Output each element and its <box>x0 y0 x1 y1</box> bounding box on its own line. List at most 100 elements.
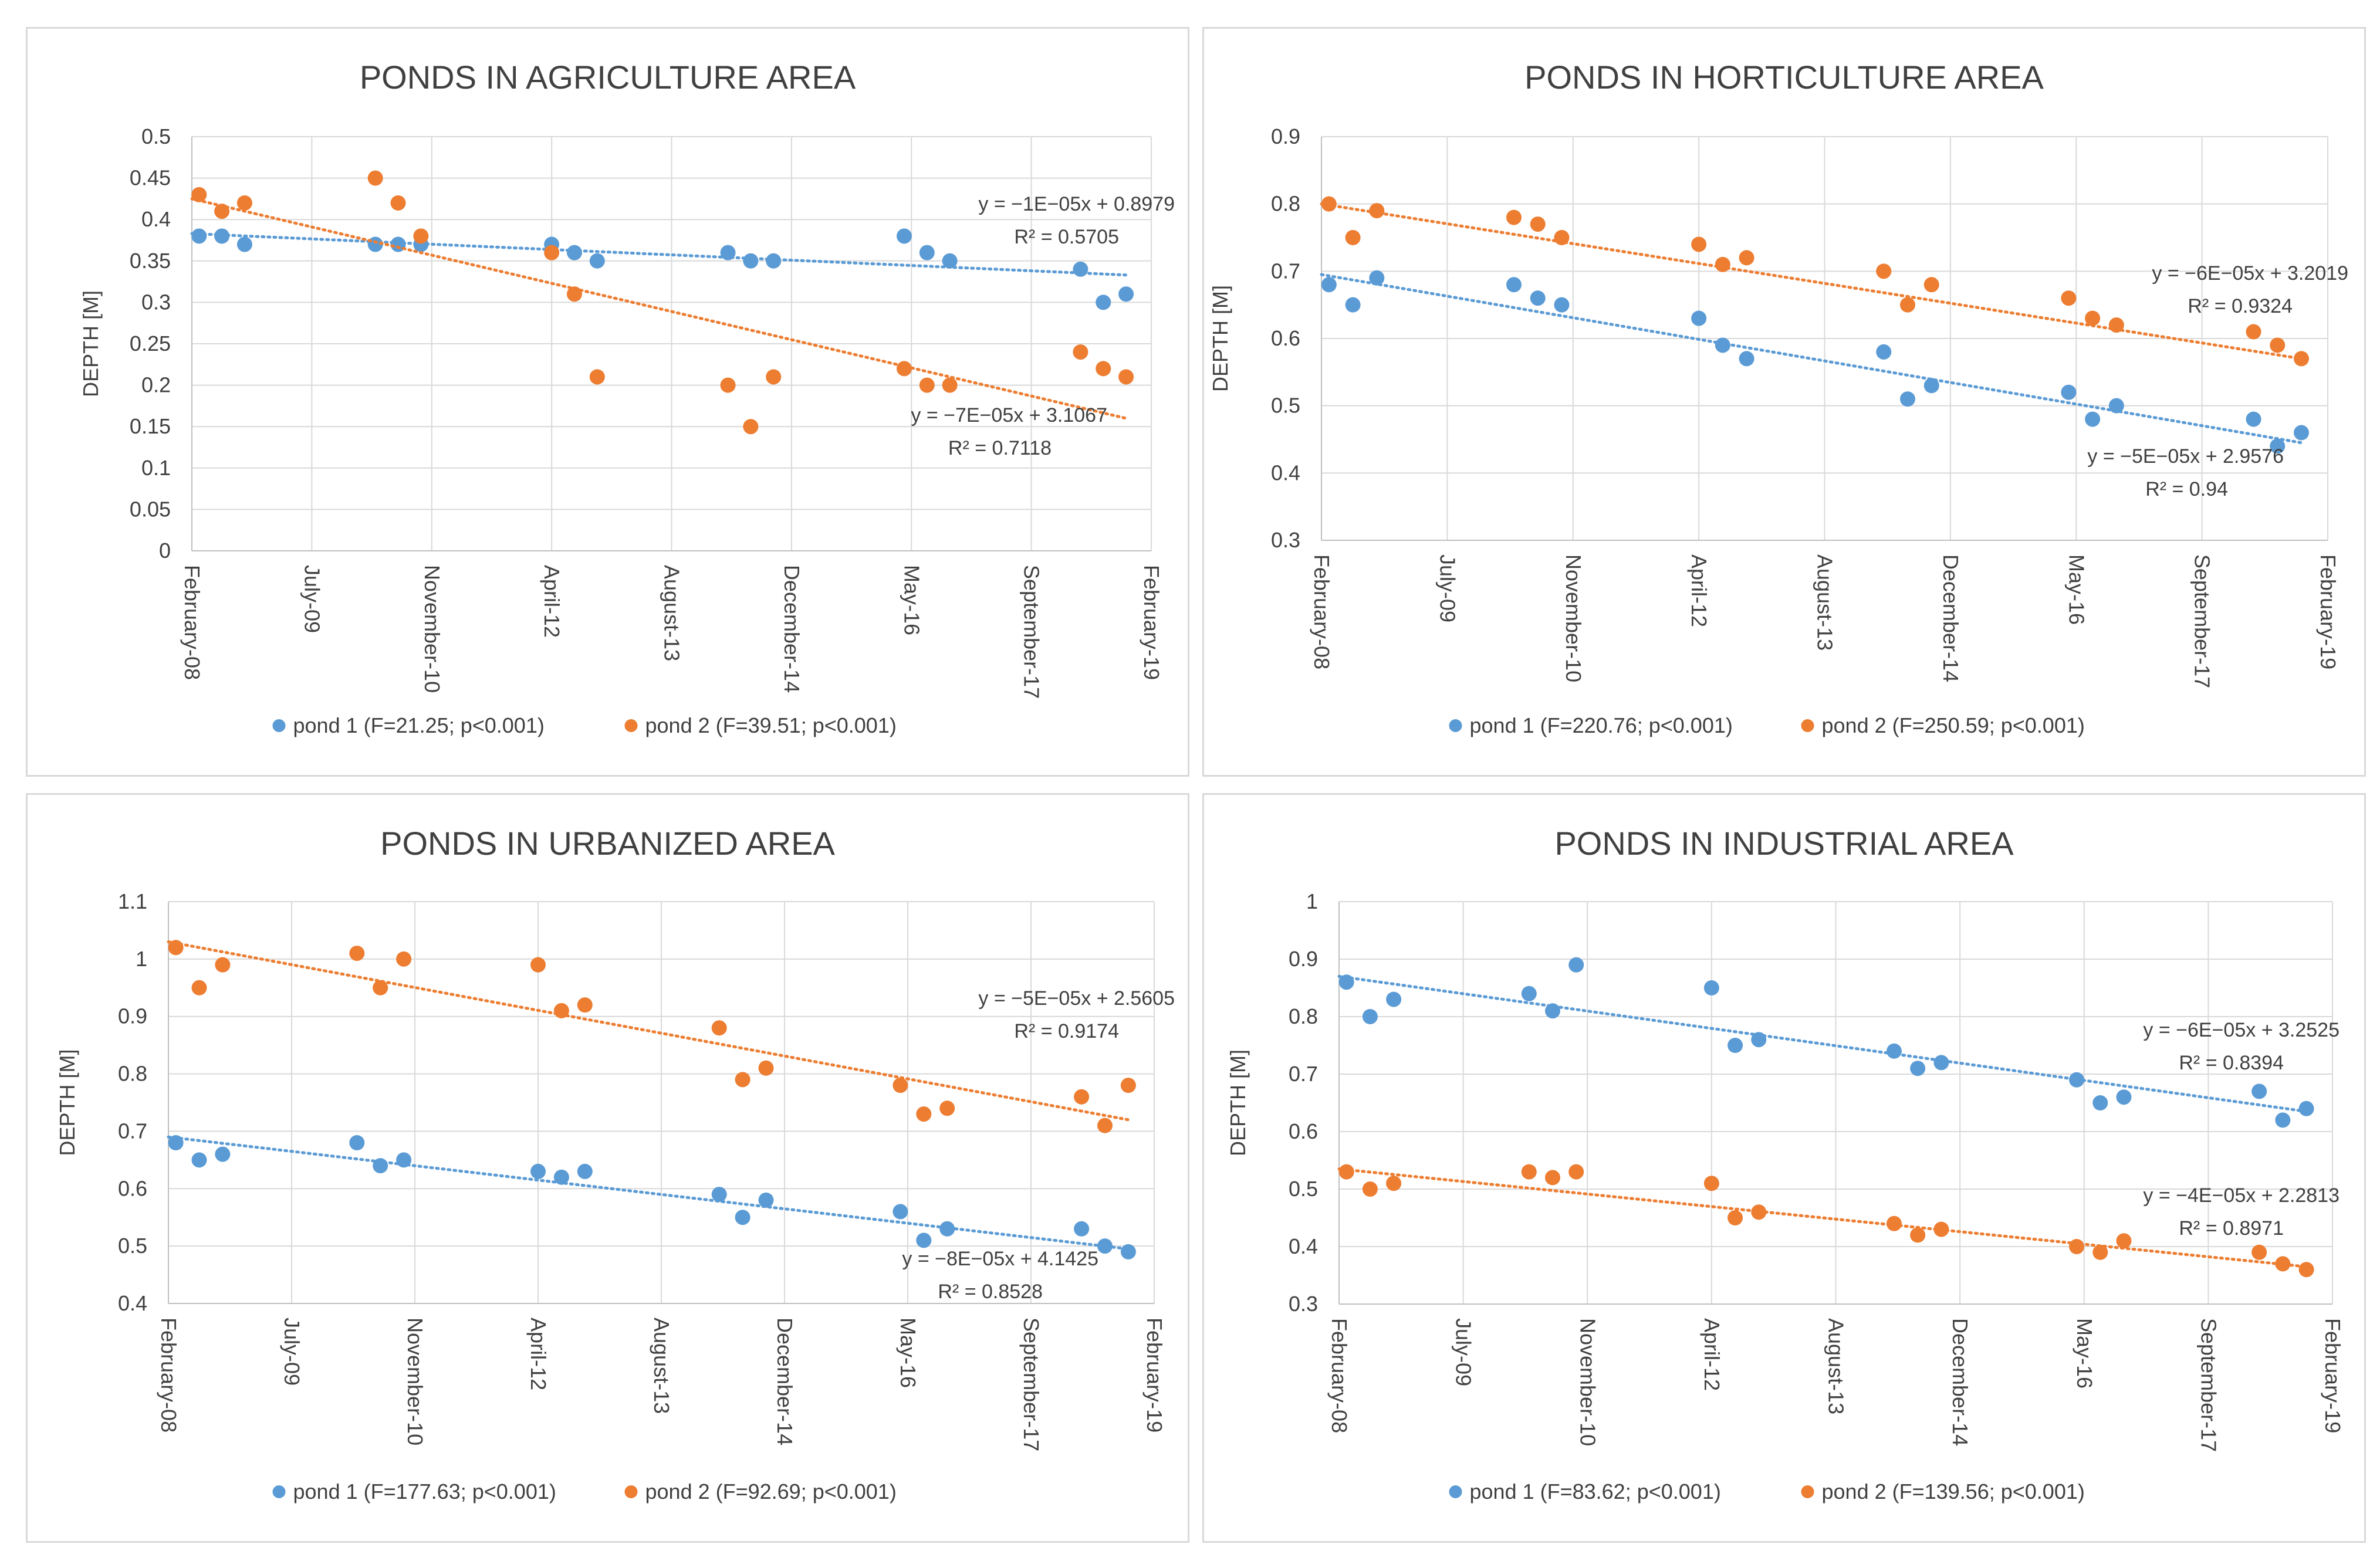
data-point-pond2 <box>566 286 582 302</box>
y-tick-label: 0.1 <box>141 456 171 480</box>
data-point-pond1 <box>1739 351 1754 367</box>
data-point-pond2 <box>390 195 406 211</box>
trendline-pond2 <box>1337 1167 2308 1268</box>
x-tick-label: February-08 <box>157 1318 181 1433</box>
trend-equation-pond2: y = −8E−05x + 4.1425 <box>902 1248 1098 1270</box>
data-point-pond1 <box>1530 290 1546 306</box>
x-tick-label: July-09 <box>300 565 324 633</box>
data-point-pond2 <box>1910 1227 1926 1243</box>
data-point-pond2 <box>1369 203 1385 219</box>
data-point-pond1 <box>1886 1043 1902 1059</box>
x-tick-label: September-17 <box>1019 1318 1043 1451</box>
data-point-pond1 <box>1321 277 1337 293</box>
chart-panel-agriculture: PONDS IN AGRICULTURE AREA 0 0.05 0.1 0.15 0.2… <box>26 27 1189 777</box>
data-point-pond2 <box>215 957 231 973</box>
data-point-pond2 <box>2246 324 2261 340</box>
data-point-pond1 <box>1118 286 1134 302</box>
data-point-pond2 <box>2061 290 2077 306</box>
data-point-pond1 <box>735 1210 750 1225</box>
chart-title: PONDS IN INDUSTRIAL AREA <box>1554 825 2014 862</box>
y-tick-label: 0.7 <box>118 1119 147 1143</box>
data-point-pond1 <box>1899 391 1915 407</box>
data-point-pond2 <box>2270 337 2286 353</box>
data-point-pond1 <box>1338 974 1354 990</box>
data-point-pond2 <box>1544 1170 1560 1186</box>
trend-equation-pond1: y = −5E−05x + 2.5605 <box>978 987 1175 1010</box>
data-point-pond2 <box>919 377 935 393</box>
trendline-pond2 <box>167 940 1130 1122</box>
y-tick-label: 0.4 <box>1271 460 1300 485</box>
legend-marker-pond2 <box>624 1485 638 1498</box>
data-point-pond2 <box>1703 1176 1719 1191</box>
y-tick-label: 0.8 <box>1271 192 1300 216</box>
legend-label-pond2: pond 2 (F=39.51; p<0.001) <box>645 713 897 737</box>
data-point-pond1 <box>566 245 582 260</box>
data-point-pond1 <box>2246 411 2261 427</box>
y-axis-label: DEPTH [M] <box>1226 1049 1250 1156</box>
y-axis-label: DEPTH [M] <box>55 1049 79 1156</box>
data-point-pond1 <box>743 253 759 269</box>
y-tick-label: 1 <box>136 947 147 971</box>
y-tick-label: 0.35 <box>130 249 171 273</box>
data-point-pond1 <box>919 245 935 260</box>
data-point-pond2 <box>1727 1210 1743 1225</box>
data-point-pond2 <box>1933 1221 1949 1237</box>
data-point-pond1 <box>1703 980 1719 995</box>
trendline-pond1 <box>190 232 1128 277</box>
x-tick-label: February-08 <box>1310 554 1334 669</box>
data-point-pond2 <box>191 187 207 202</box>
data-point-pond2 <box>2298 1262 2314 1278</box>
x-tick-label: September-17 <box>1020 565 1044 699</box>
x-tick-label: May-16 <box>2064 554 2088 625</box>
trend-r2-pond1: R² = 0.9324 <box>2188 295 2293 317</box>
data-point-pond1 <box>711 1187 727 1203</box>
chart-agriculture-svg: PONDS IN AGRICULTURE AREA 0 0.05 0.1 0.15 0.2… <box>79 59 1175 737</box>
data-point-pond2 <box>2092 1244 2108 1260</box>
y-tick-label: 0 <box>159 539 171 563</box>
x-tick-label: November-10 <box>1576 1318 1600 1446</box>
legend-label-pond2: pond 2 (F=139.56; p<0.001) <box>1822 1479 2085 1504</box>
data-point-pond2 <box>711 1020 727 1036</box>
x-tick-label: April-12 <box>540 565 564 638</box>
legend-label-pond1: pond 1 (F=21.25; p<0.001) <box>293 713 545 737</box>
data-point-pond1 <box>1073 261 1088 277</box>
data-point-pond2 <box>544 245 560 260</box>
y-tick-label: 0.5 <box>1271 394 1300 418</box>
x-tick-label: May-16 <box>2073 1318 2097 1389</box>
y-tick-label: 0.6 <box>1271 326 1300 350</box>
data-point-pond1 <box>2085 411 2101 427</box>
y-tick-label: 0.6 <box>1289 1119 1318 1143</box>
data-point-pond2 <box>1568 1164 1584 1180</box>
data-point-pond2 <box>2293 351 2309 367</box>
data-point-pond2 <box>396 951 412 967</box>
trendline-pond2 <box>1320 202 2303 360</box>
data-point-pond1 <box>720 245 736 260</box>
trend-r2-pond1: R² = 0.8394 <box>2179 1052 2284 1074</box>
data-point-pond2 <box>1097 1118 1113 1133</box>
trend-r2-pond1: R² = 0.5705 <box>1014 226 1119 248</box>
x-tick-label: September-17 <box>2190 554 2215 688</box>
y-tick-label: 0.4 <box>118 1291 147 1315</box>
trend-r2-pond1: R² = 0.9174 <box>1014 1020 1119 1042</box>
legend-label-pond1: pond 1 (F=83.62; p<0.001) <box>1470 1479 1721 1504</box>
data-point-pond1 <box>373 1158 388 1174</box>
data-point-pond1 <box>1910 1061 1926 1076</box>
data-point-pond2 <box>1554 230 1570 245</box>
x-tick-label: February-08 <box>1327 1318 1351 1433</box>
data-point-pond1 <box>1345 297 1361 313</box>
y-axis-label: DEPTH [M] <box>1208 285 1232 392</box>
data-point-pond1 <box>1568 957 1584 973</box>
chart-panel-horticulture: PONDS IN HORTICULTURE AREA 0.3 0.4 0.5 0.6 0.… <box>1202 27 2366 777</box>
data-point-pond1 <box>191 1152 207 1168</box>
y-tick-label: 0.5 <box>1289 1177 1318 1201</box>
data-point-pond2 <box>735 1072 750 1088</box>
trendline-pond1 <box>1320 273 2303 445</box>
x-tick-label: May-16 <box>900 565 924 635</box>
trend-equation-pond1: y = −1E−05x + 0.8979 <box>978 193 1175 215</box>
y-tick-label: 0.3 <box>1271 528 1300 552</box>
data-point-pond2 <box>214 204 230 219</box>
data-point-pond2 <box>1521 1164 1537 1180</box>
legend-label-pond1: pond 1 (F=220.76; p<0.001) <box>1470 713 1733 737</box>
data-point-pond2 <box>1506 209 1522 225</box>
data-point-pond1 <box>892 1204 908 1220</box>
